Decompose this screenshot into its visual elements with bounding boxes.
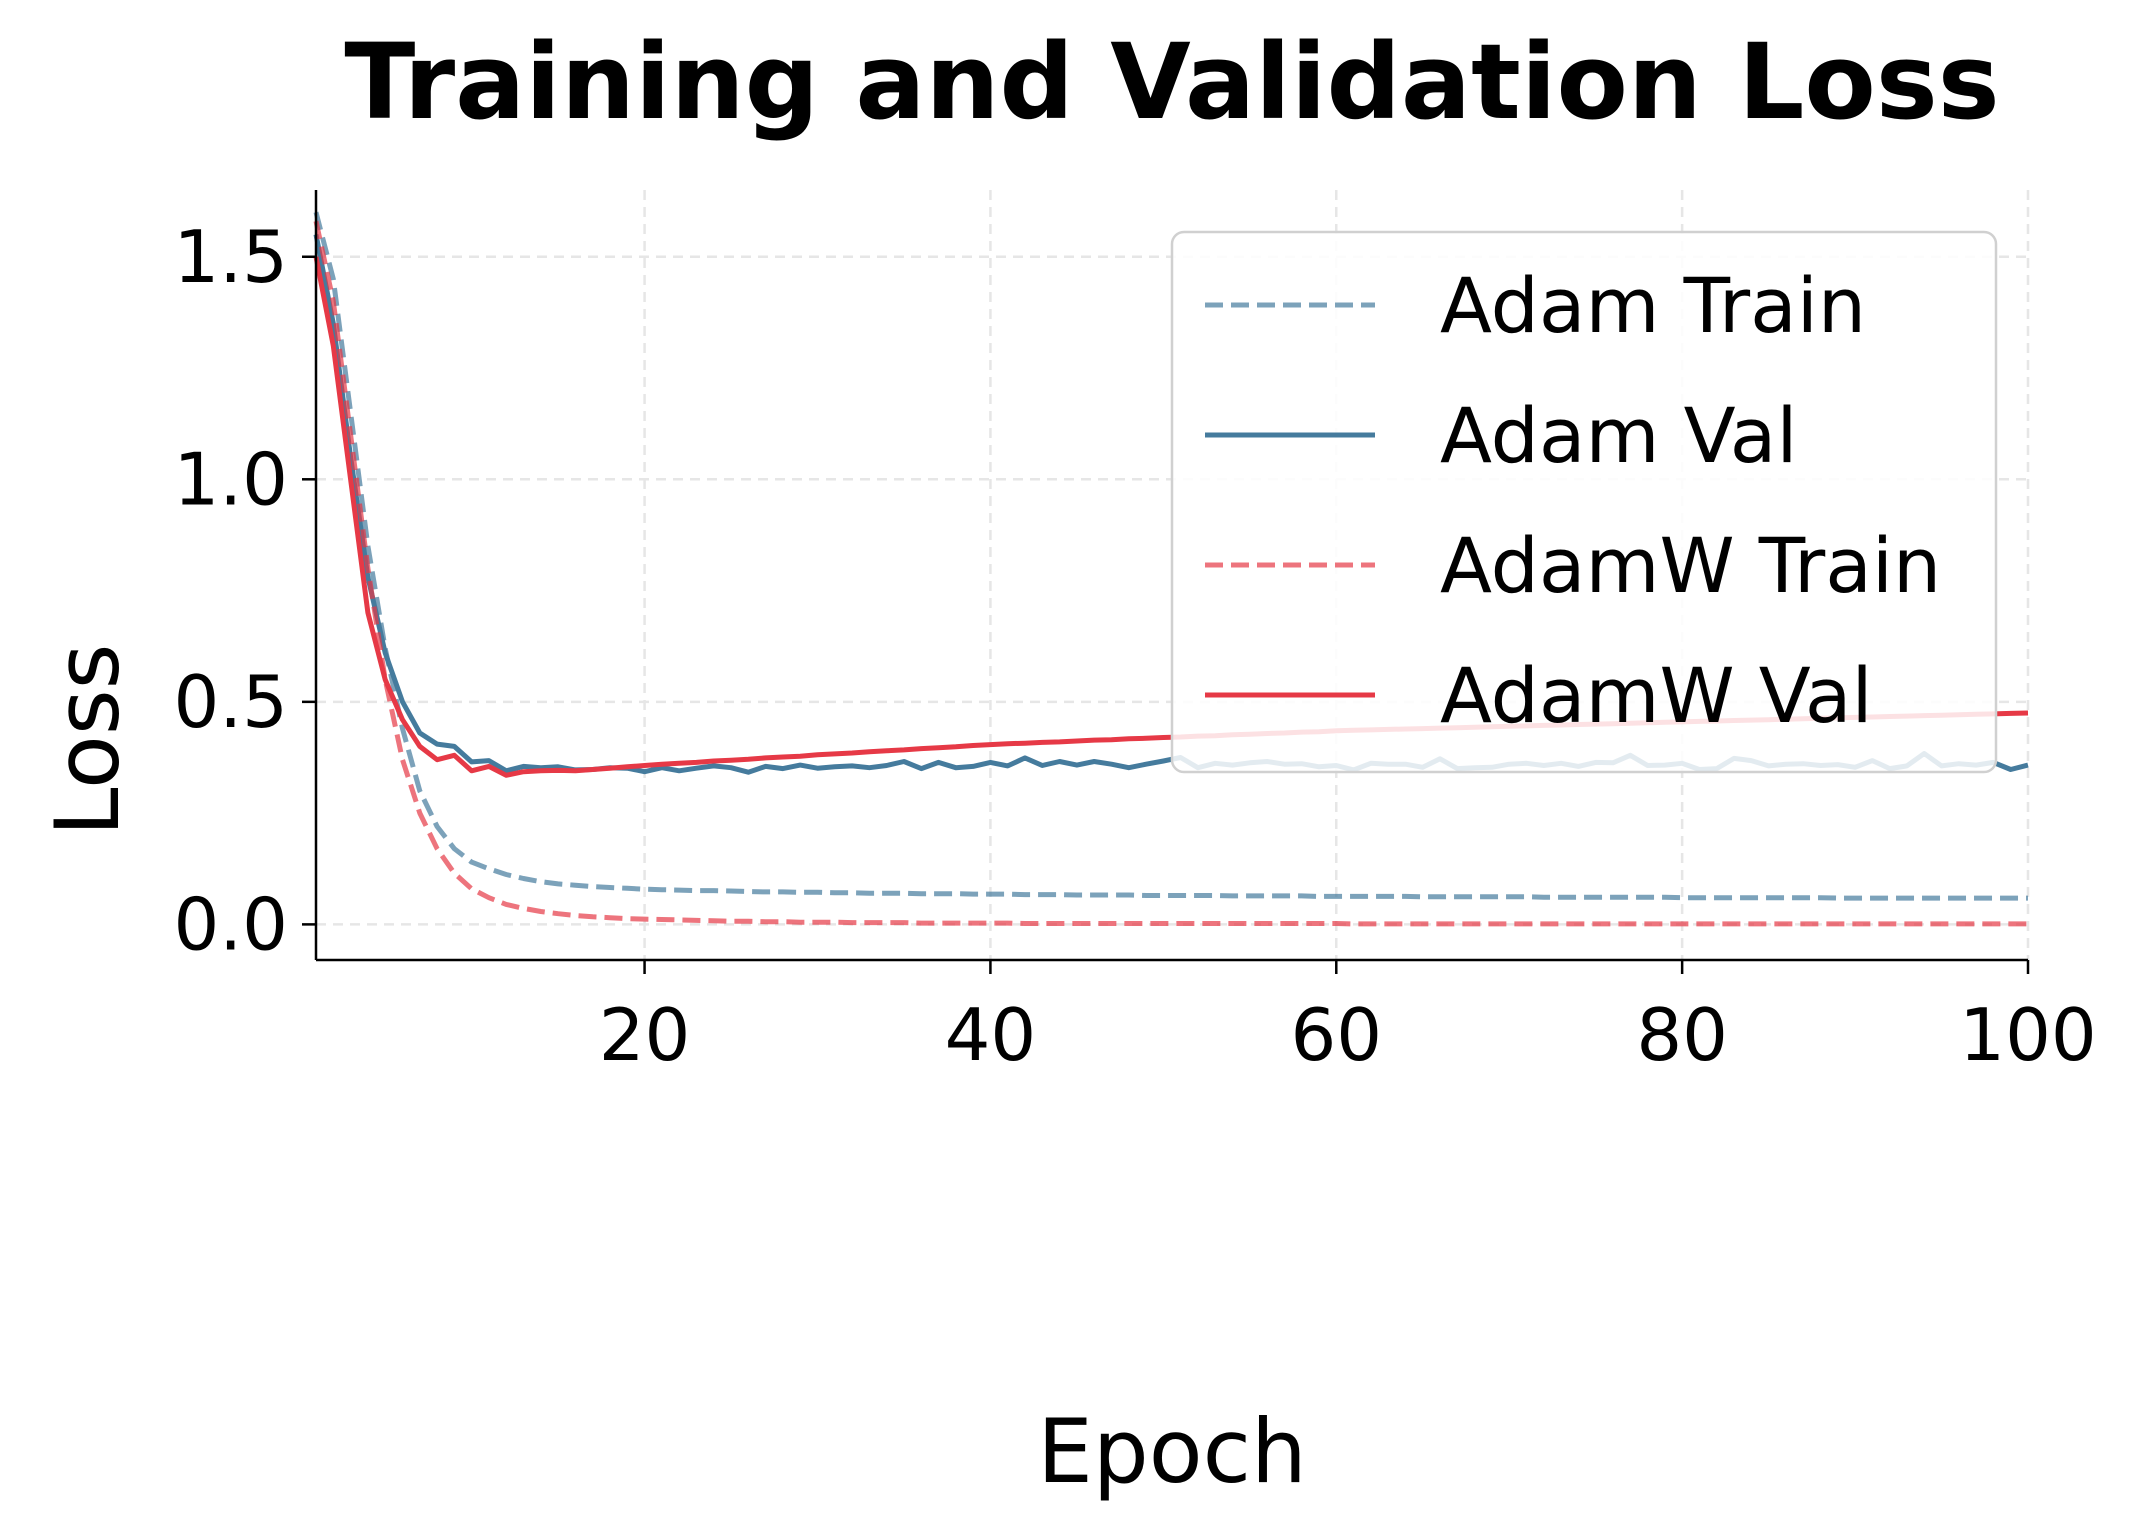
x-axis-label: Epoch	[1037, 1400, 1306, 1503]
y-tick-label: 1.0	[173, 437, 288, 521]
axes: 20 40 60 80 100 0.0 0.5 1.0 1.5	[173, 190, 2097, 1077]
legend-box	[1170, 230, 1998, 774]
x-tick-label: 20	[599, 993, 691, 1077]
x-tick-label: 80	[1636, 993, 1728, 1077]
x-tick-label: 40	[945, 993, 1037, 1077]
y-tick-label: 1.5	[173, 215, 288, 299]
legend-label: AdamW Val	[1440, 651, 1873, 740]
legend: Adam Train Adam Val AdamW Train AdamW Val	[1170, 230, 1998, 774]
series-line-adam-train	[313, 211, 2028, 901]
chart-title: Training and Validation Loss	[344, 21, 1999, 143]
legend-label: Adam Train	[1440, 261, 1866, 350]
legend-label: Adam Val	[1440, 391, 1797, 480]
legend-label: AdamW Train	[1440, 521, 1941, 610]
x-tick-label: 100	[1959, 993, 2096, 1077]
y-axis-label: Loss	[36, 643, 139, 836]
y-tick-label: 0.0	[173, 882, 288, 966]
x-tick-label: 60	[1290, 993, 1382, 1077]
y-tick-label: 0.5	[173, 660, 288, 744]
